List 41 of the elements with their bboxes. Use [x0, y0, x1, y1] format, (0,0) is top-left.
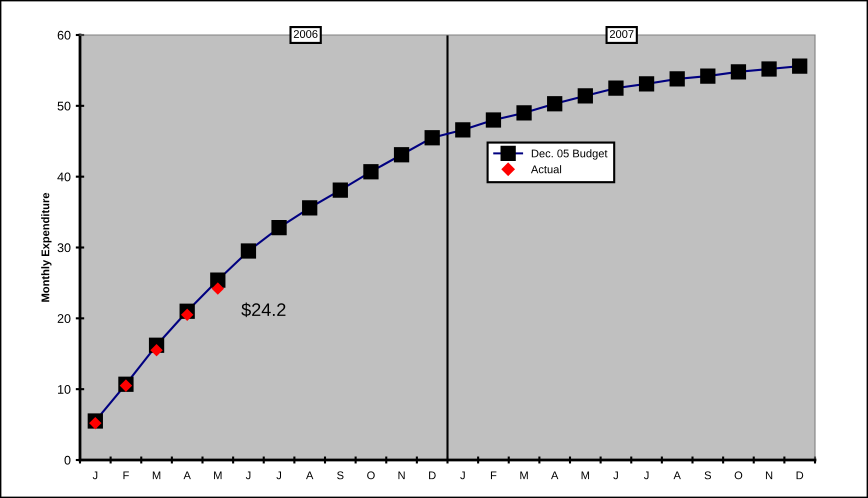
y-tick-label: 30 [58, 243, 70, 252]
x-tick-label: J [246, 472, 250, 480]
point [89, 416, 102, 430]
x-tick-label: M [520, 472, 528, 480]
x-tick-label: M [152, 472, 160, 480]
annotation: 2007 [610, 30, 634, 38]
x-tick-label: S [704, 471, 712, 480]
x-tick-label: F [490, 472, 496, 480]
point [212, 282, 224, 295]
x-tick-label: F [123, 472, 129, 480]
x-tick-label: J [644, 472, 649, 480]
y-tick-label: 0 [64, 456, 70, 465]
legend-label: Actual [530, 165, 562, 174]
annotation: $24.2 [241, 302, 286, 318]
x-tick-label: J [276, 472, 282, 480]
x-tick-label: D [429, 472, 436, 480]
x-tick-label: A [551, 472, 558, 480]
legend-label: Dec. 05 Budget [532, 149, 608, 160]
y-tick-label: 10 [58, 384, 70, 394]
x-tick-label: J [460, 472, 465, 480]
x-tick-label: N [398, 472, 405, 480]
x-tick-label: S [337, 471, 344, 480]
x-tick-label: A [674, 472, 681, 480]
x-tick-label: M [214, 472, 222, 480]
x-tick-label: O [367, 471, 375, 480]
x-tick-label: J [92, 472, 98, 480]
point [180, 308, 194, 322]
x-tick-label: D [796, 472, 804, 480]
y-axis-title: Monthly Expenditure [41, 192, 52, 302]
y-tick-label: 40 [57, 172, 70, 182]
y-tick-label: 50 [58, 102, 70, 110]
point [150, 344, 163, 356]
x-tick-label: M [582, 472, 590, 480]
x-tick-label: A [306, 472, 314, 480]
x-tick-label: N [766, 472, 772, 480]
annotation: 2006 [294, 30, 318, 38]
x-tick-label: O [734, 471, 742, 480]
x-tick-label: A [184, 472, 191, 480]
x-tick-label: J [613, 472, 618, 480]
y-tick-label: 20 [58, 314, 70, 323]
y-tick-label: 60 [58, 30, 70, 40]
